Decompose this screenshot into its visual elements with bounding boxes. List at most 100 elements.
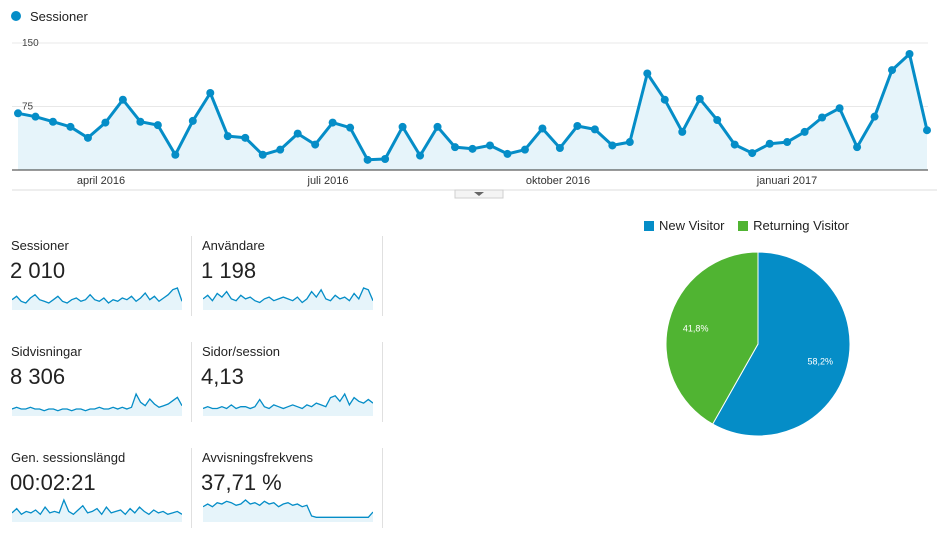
data-point[interactable] [258,150,267,159]
metric-value: 2 010 [10,258,66,283]
metric-label: Avvisningsfrekvens [202,450,314,465]
metric-value: 8 306 [10,364,66,389]
data-point[interactable] [293,129,302,138]
metric-tile[interactable]: Användare 1 198 [191,236,381,326]
sparkline-area [12,288,182,310]
data-point[interactable] [765,139,774,148]
data-point[interactable] [748,149,757,158]
sparkline-area [203,394,373,416]
data-point[interactable] [363,155,372,164]
sparkline-line [203,499,373,518]
sparkline [12,287,182,310]
data-point[interactable] [643,69,652,78]
metric-tile[interactable]: Sidor/session 4,13 [191,342,381,432]
metric-label: Gen. sessionslängd [11,450,126,465]
data-point[interactable] [485,141,494,150]
metric-tile[interactable]: Sidvisningar 8 306 [0,342,190,432]
pie-slice-label: 41,8% [683,324,709,334]
metric-divider [382,342,383,422]
data-point[interactable] [328,118,337,127]
data-point[interactable] [555,143,564,152]
expand-chart-button[interactable] [454,189,504,199]
data-point[interactable] [730,140,739,149]
data-point[interactable] [905,50,914,59]
sparkline-line [203,287,373,304]
metric-value: 4,13 [201,364,244,389]
data-point[interactable] [241,133,250,142]
legend-label: Sessioner [30,9,88,24]
sparkline [203,287,373,310]
data-point[interactable] [188,116,197,125]
data-point[interactable] [381,154,390,163]
data-point[interactable] [608,141,617,150]
data-point[interactable] [590,125,599,134]
data-point[interactable] [783,138,792,147]
metric-value: 1 198 [201,258,257,283]
data-point[interactable] [48,117,57,126]
data-point[interactable] [835,104,844,113]
data-point[interactable] [14,109,22,118]
data-point[interactable] [713,116,722,125]
pie-legend: New Visitor Returning Visitor [644,218,859,233]
swatch-returning [738,221,749,231]
data-point[interactable] [538,124,547,133]
metric-value: 00:02:21 [10,470,96,495]
data-point[interactable] [66,122,75,131]
pie-legend-item[interactable]: Returning Visitor [738,218,849,233]
data-point[interactable] [870,112,879,121]
sparkline [12,392,182,416]
data-point[interactable] [468,144,477,153]
data-point[interactable] [206,88,215,97]
data-point[interactable] [503,149,512,158]
data-point[interactable] [625,138,634,147]
data-point[interactable] [433,122,442,131]
data-point[interactable] [171,150,180,159]
metric-label: Sessioner [11,238,69,253]
data-point[interactable] [118,95,127,104]
data-point[interactable] [223,132,232,141]
data-point[interactable] [818,113,827,122]
metric-tile[interactable]: Sessioner 2 010 [0,236,190,326]
x-tick-label: oktober 2016 [526,175,590,187]
data-point[interactable] [83,133,92,142]
metric-divider [191,448,192,528]
pie-slice[interactable] [665,251,759,425]
data-point[interactable] [311,140,320,149]
sparkline [12,498,182,522]
data-point[interactable] [853,143,862,152]
data-point[interactable] [153,121,162,130]
data-point[interactable] [888,66,897,75]
data-point[interactable] [678,127,687,136]
data-point[interactable] [31,112,40,121]
metric-tile[interactable]: Gen. sessionslängd 00:02:21 [0,448,190,538]
metric-divider [191,236,192,316]
sparkline-line [12,287,182,304]
data-point[interactable] [923,126,931,135]
data-point[interactable] [573,121,582,130]
pie-legend-label: Returning Visitor [753,218,850,233]
data-point[interactable] [520,145,529,154]
data-point[interactable] [660,95,669,104]
metric-value: 37,71 % [201,470,282,495]
metric-label: Sidor/session [202,344,281,359]
data-point[interactable] [695,94,704,103]
y-tick-label: 150 [22,38,39,49]
sparkline-area [203,500,373,522]
data-point[interactable] [398,122,407,131]
data-point[interactable] [451,143,460,152]
metric-tile[interactable]: Avvisningsfrekvens 37,71 % [191,448,381,538]
data-point[interactable] [276,145,285,154]
x-tick-label: januari 2017 [756,175,818,187]
data-point[interactable] [101,118,110,127]
data-point[interactable] [346,123,355,132]
pie-legend-label: New Visitor [659,218,725,233]
data-point[interactable] [800,127,809,136]
sparkline [203,499,373,522]
metric-label: Användare [202,238,265,253]
x-tick-label: april 2016 [77,175,125,187]
pie-legend-item[interactable]: New Visitor [644,218,725,233]
data-point[interactable] [136,117,145,126]
data-point[interactable] [416,151,425,160]
pie-slice[interactable] [711,251,851,437]
sparkline-line [12,498,182,516]
